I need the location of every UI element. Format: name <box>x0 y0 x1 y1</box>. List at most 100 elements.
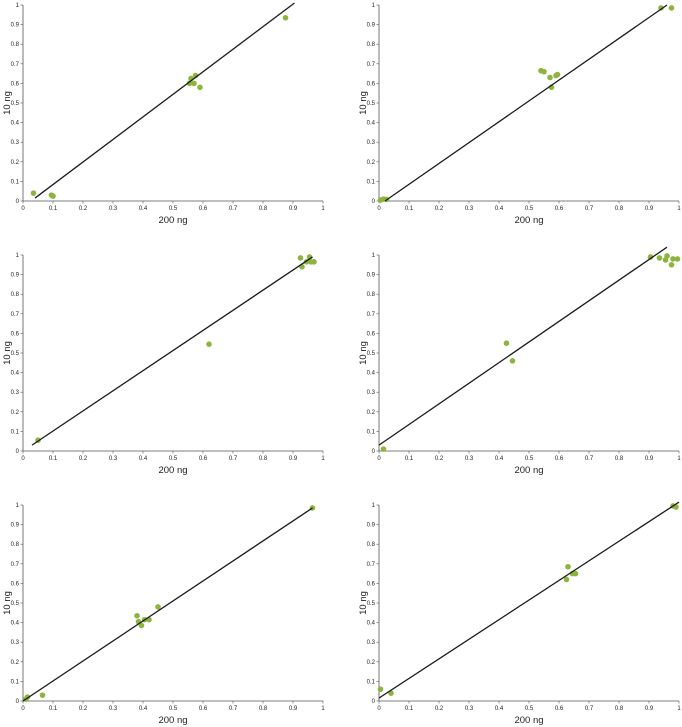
y-tick-label: 0.1 <box>11 429 20 435</box>
data-point <box>134 612 140 619</box>
x-tick-label: 0.5 <box>169 206 178 212</box>
y-tick-label: 0 <box>16 199 20 205</box>
data-point <box>186 80 193 87</box>
chart-panel-3: 00 0.1 0.1 0.2 0.2 0.3 0.3 0.4 0.4 0.5 0.5 0.6 0.6 0.… <box>2 253 325 476</box>
trendline <box>31 256 313 446</box>
y-axis-label: 10 ng <box>2 91 13 115</box>
data-point <box>155 604 161 610</box>
y-tick-label: 0.6 <box>11 331 20 337</box>
y-tick-label: 0.7 <box>367 312 376 318</box>
x-axis-label: 200 ng <box>158 465 187 476</box>
y-tick-label: 0.1 <box>367 179 376 185</box>
trendline <box>378 501 680 699</box>
data-point <box>206 341 212 347</box>
x-tick-label: 0.8 <box>259 206 268 212</box>
y-axis-label: 10 ng <box>358 341 369 365</box>
y-tick-label: 0.8 <box>11 292 20 298</box>
trendline <box>384 4 668 202</box>
y-tick-label: 0.4 <box>367 121 376 127</box>
y-tick-label: 0.2 <box>367 660 376 666</box>
y-tick-label: 0.3 <box>11 390 20 396</box>
data-point <box>664 253 670 259</box>
x-tick-label: 0.5 <box>525 456 534 462</box>
y-tick-label: 0 <box>372 199 376 205</box>
y-tick-label: 0.5 <box>11 351 20 357</box>
y-tick-label: 0.9 <box>11 523 20 529</box>
y-tick-label: 0.8 <box>367 292 376 298</box>
y-tick-label: 0.7 <box>367 62 376 68</box>
y-tick-label: 1 <box>16 503 20 509</box>
y-tick-label: 0.9 <box>367 523 376 529</box>
y-tick-label: 0.3 <box>11 640 20 646</box>
data-point <box>547 74 553 81</box>
y-tick-label: 0.2 <box>11 160 20 166</box>
y-tick-label: 0 <box>372 449 376 455</box>
data-point <box>565 563 571 570</box>
x-tick-label: 0.4 <box>139 706 148 712</box>
y-tick-label: 0.3 <box>367 390 376 396</box>
data-point <box>30 190 37 196</box>
data-point <box>674 256 681 262</box>
y-tick-label: 0.9 <box>367 23 376 29</box>
x-tick-label: 0.2 <box>435 706 444 712</box>
x-tick-label: 0.7 <box>229 206 238 212</box>
y-tick-label: 0.5 <box>367 601 376 607</box>
y-tick-label: 0.4 <box>367 621 376 627</box>
x-tick-label: 0.3 <box>109 456 118 462</box>
data-point <box>138 622 145 629</box>
x-tick-label: 0.1 <box>49 706 58 712</box>
x-tick-label: 0.8 <box>615 206 624 212</box>
x-tick-label: 0.4 <box>495 206 504 212</box>
y-axis-label: 10 ng <box>358 91 369 115</box>
x-tick-label: 0.2 <box>79 456 88 462</box>
x-tick-label: 0 <box>21 706 25 712</box>
y-tick-label: 0.1 <box>367 429 376 435</box>
x-tick-label: 0 <box>377 456 381 462</box>
chart-panel-2: 00 0.1 0.1 0.2 0.2 0.3 0.3 0.4 0.4 0.5 0.5 0.6 0.6 0.… <box>358 3 681 226</box>
data-point <box>656 255 663 261</box>
x-tick-label: 0.4 <box>139 206 148 212</box>
data-point <box>554 71 561 78</box>
data-point <box>509 358 516 364</box>
chart-panel-5: 00 0.1 0.1 0.2 0.2 0.3 0.3 0.4 0.4 0.5 0.5 0.6 0.6 0.… <box>2 503 325 726</box>
x-tick-label: 1 <box>677 206 681 212</box>
data-point <box>503 340 510 347</box>
y-tick-label: 0.8 <box>367 542 376 548</box>
x-tick-label: 0.7 <box>585 706 594 712</box>
x-axis-label: 200 ng <box>158 215 187 226</box>
y-tick-label: 0 <box>372 699 376 705</box>
x-tick-label: 0.9 <box>645 206 654 212</box>
x-tick-label: 1 <box>321 456 325 462</box>
y-tick-label: 0.4 <box>11 621 20 627</box>
y-tick-label: 1 <box>372 503 376 509</box>
data-point <box>191 80 197 87</box>
x-tick-label: 0.9 <box>289 206 298 212</box>
data-point <box>50 193 56 199</box>
x-tick-label: 0.6 <box>555 206 564 212</box>
y-tick-label: 0.9 <box>367 273 376 279</box>
y-tick-label: 0.6 <box>367 331 376 337</box>
x-tick-label: 0.4 <box>495 706 504 712</box>
y-tick-label: 0.3 <box>367 140 376 146</box>
y-tick-label: 0.2 <box>11 410 20 416</box>
chart-panel-1: 00 0.1 0.1 0.2 0.2 0.3 0.3 0.4 0.4 0.5 0.5 0.6 0.6 0.… <box>2 2 325 226</box>
x-tick-label: 0.5 <box>525 206 534 212</box>
data-point <box>563 576 570 583</box>
x-tick-label: 1 <box>321 206 325 212</box>
trendline <box>22 507 313 702</box>
x-tick-label: 1 <box>677 456 681 462</box>
x-tick-label: 0.5 <box>169 456 178 462</box>
x-tick-label: 0.2 <box>79 706 88 712</box>
x-tick-label: 0.2 <box>79 206 88 212</box>
data-point <box>541 68 547 75</box>
x-tick-label: 0.3 <box>109 706 118 712</box>
x-tick-label: 0.6 <box>199 206 208 212</box>
y-tick-label: 1 <box>16 3 20 9</box>
x-tick-label: 0.8 <box>259 706 268 712</box>
y-tick-label: 0 <box>16 449 20 455</box>
x-tick-label: 0.8 <box>615 456 624 462</box>
x-tick-label: 0.6 <box>555 706 564 712</box>
x-axis-label: 200 ng <box>514 465 543 476</box>
y-tick-label: 0.6 <box>11 581 20 587</box>
